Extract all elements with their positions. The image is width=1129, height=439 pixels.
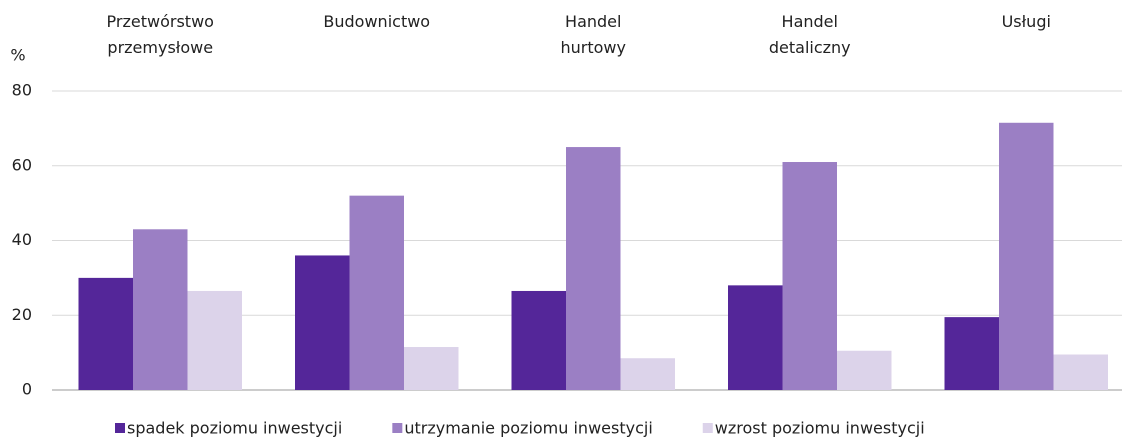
bar <box>133 229 188 390</box>
legend-label: spadek poziomu inwestycji <box>127 419 342 438</box>
bar <box>837 350 892 390</box>
x-tick-label: Przetwórstwo przemysłowe <box>107 12 214 57</box>
y-axis-label: % <box>10 46 25 65</box>
legend-label: utrzymanie poziomu inwestycji <box>404 419 652 438</box>
legend-swatch <box>392 423 403 433</box>
legend-swatch <box>115 423 125 433</box>
bar <box>728 285 783 390</box>
bar <box>944 317 999 390</box>
bar <box>1053 354 1108 390</box>
x-tick-label: Handel detaliczny <box>769 12 851 57</box>
y-tick-label: 20 <box>12 305 32 324</box>
legend-swatch <box>702 423 713 433</box>
bar <box>404 347 459 390</box>
bar <box>511 290 566 390</box>
y-tick-label: 40 <box>12 230 32 249</box>
y-tick-label: 80 <box>12 81 32 100</box>
y-tick-label: 0 <box>22 380 32 399</box>
bar <box>782 162 837 390</box>
bar <box>566 147 621 390</box>
x-tick-label: Usługi <box>1002 12 1051 31</box>
x-tick-label: Budownictwo <box>323 12 430 31</box>
bar <box>349 195 404 390</box>
x-tick-label: Handel hurtowy <box>561 12 626 57</box>
bar <box>999 122 1054 391</box>
legend-label: wzrost poziomu inwestycji <box>715 419 925 438</box>
bar <box>620 358 675 390</box>
bar <box>295 255 350 390</box>
bar <box>78 277 133 390</box>
y-tick-label: 60 <box>12 155 32 174</box>
bar <box>187 290 242 390</box>
